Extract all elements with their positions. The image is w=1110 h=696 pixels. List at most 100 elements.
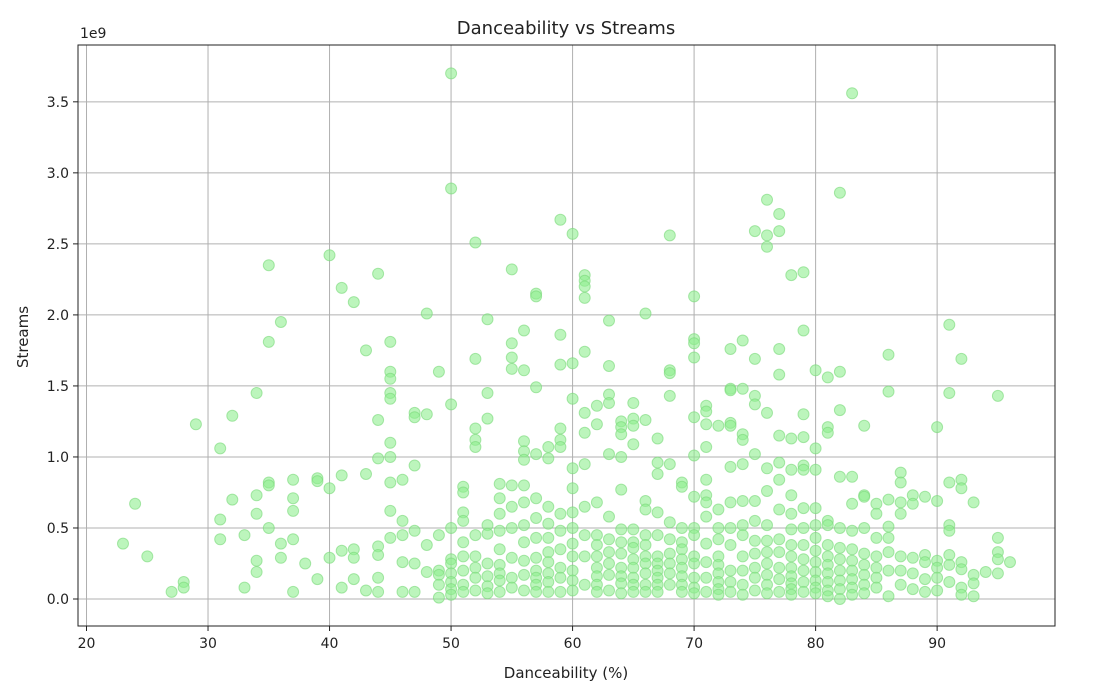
scatter-point (627, 541, 640, 554)
scatter-point (457, 550, 470, 563)
scatter-point (615, 577, 628, 590)
scatter-point (469, 571, 482, 584)
scatter-point (906, 567, 919, 580)
scatter-point (943, 318, 956, 331)
scatter-point (724, 343, 737, 355)
scatter-point (858, 568, 871, 581)
scatter-point (469, 561, 482, 574)
scatter-point (590, 539, 603, 551)
scatter-point (372, 585, 385, 598)
scatter-point (761, 462, 773, 475)
y-tick-label: 1.5 (47, 379, 69, 395)
scatter-point (554, 358, 567, 371)
scatter-point (518, 536, 530, 549)
scatter-point (736, 588, 749, 601)
scatter-point (274, 316, 287, 328)
scatter-point (663, 557, 676, 570)
scatter-point (773, 585, 786, 598)
scatter-point (688, 351, 701, 364)
scatter-point (566, 227, 579, 240)
scatter-point (663, 458, 676, 471)
scatter-point (651, 506, 664, 519)
scatter-point (870, 497, 883, 510)
scatter-point (554, 543, 567, 556)
scatter-point (736, 550, 749, 563)
scatter-point (943, 549, 956, 561)
scatter-point (335, 469, 348, 482)
scatter-point (700, 571, 713, 584)
scatter-point (688, 529, 701, 542)
scatter-point (615, 587, 628, 600)
scatter-point (554, 441, 567, 453)
scatter-point (882, 493, 895, 506)
y-axis-offset-label: 1e9 (80, 26, 106, 42)
y-axis-ticks: 0.0 0.5 1.0 1.5 2.0 2.5 3.0 3.5 (47, 95, 78, 608)
scatter-point (761, 485, 773, 497)
scatter-point (250, 489, 263, 502)
scatter-point (833, 404, 846, 417)
scatter-point (445, 398, 458, 411)
scatter-point (250, 554, 263, 567)
scatter-point (858, 547, 871, 560)
scatter-point (457, 564, 470, 577)
scatter-point (542, 531, 555, 544)
scatter-point (663, 567, 676, 580)
scatter-point (420, 539, 433, 551)
scatter-point (578, 529, 591, 542)
scatter-point (761, 546, 773, 559)
scatter-point (991, 553, 1004, 566)
scatter-point (639, 529, 652, 542)
scatter-point (663, 367, 676, 380)
scatter-point (554, 561, 567, 574)
scatter-point (481, 313, 494, 326)
y-tick-label: 0.0 (47, 592, 69, 608)
scatter-point (420, 566, 433, 578)
scatter-point (821, 590, 834, 603)
scatter-point (590, 550, 603, 563)
scatter-point (821, 519, 834, 532)
scatter-point (688, 587, 701, 600)
scatter-point (505, 263, 518, 276)
scatter-point (882, 531, 895, 544)
scatter-point (700, 537, 713, 550)
scatter-point (554, 507, 567, 520)
scatter-point (882, 385, 895, 398)
scatter-point (129, 497, 142, 510)
scatter-point (299, 557, 312, 570)
scatter-point (748, 495, 761, 507)
scatter-point (530, 585, 543, 598)
scatter-point (639, 557, 652, 570)
scatter-point (712, 503, 725, 516)
plot-area-frame (77, 44, 1056, 627)
scatter-point (578, 406, 591, 419)
scatter-point (518, 324, 530, 337)
scatter-point (846, 554, 859, 567)
scatter-point (724, 419, 737, 432)
scatter-point (518, 453, 530, 466)
scatter-point (287, 473, 300, 486)
scatter-point (432, 365, 445, 378)
scatter-point (603, 360, 615, 372)
scatter-point (761, 568, 773, 581)
scatter-point (530, 492, 543, 505)
scatter-point (566, 584, 579, 597)
scatter-point (712, 522, 725, 534)
x-tick-label: 60 (564, 636, 582, 652)
scatter-point (894, 466, 907, 479)
scatter-point (603, 448, 615, 461)
scatter-point (943, 524, 956, 537)
scatter-point (396, 556, 409, 569)
scatter-point (991, 389, 1004, 402)
scatter-point (408, 459, 421, 472)
scatter-point (420, 408, 433, 421)
scatter-point (736, 433, 749, 446)
scatter-point (639, 567, 652, 580)
scatter-point (518, 435, 530, 448)
scatter-point (615, 428, 628, 441)
scatter-point (603, 533, 615, 546)
scatter-point (688, 290, 701, 303)
scatter-point (688, 411, 701, 424)
scatter-point (530, 290, 543, 303)
scatter-point (566, 482, 579, 495)
scatter-point (578, 578, 591, 591)
